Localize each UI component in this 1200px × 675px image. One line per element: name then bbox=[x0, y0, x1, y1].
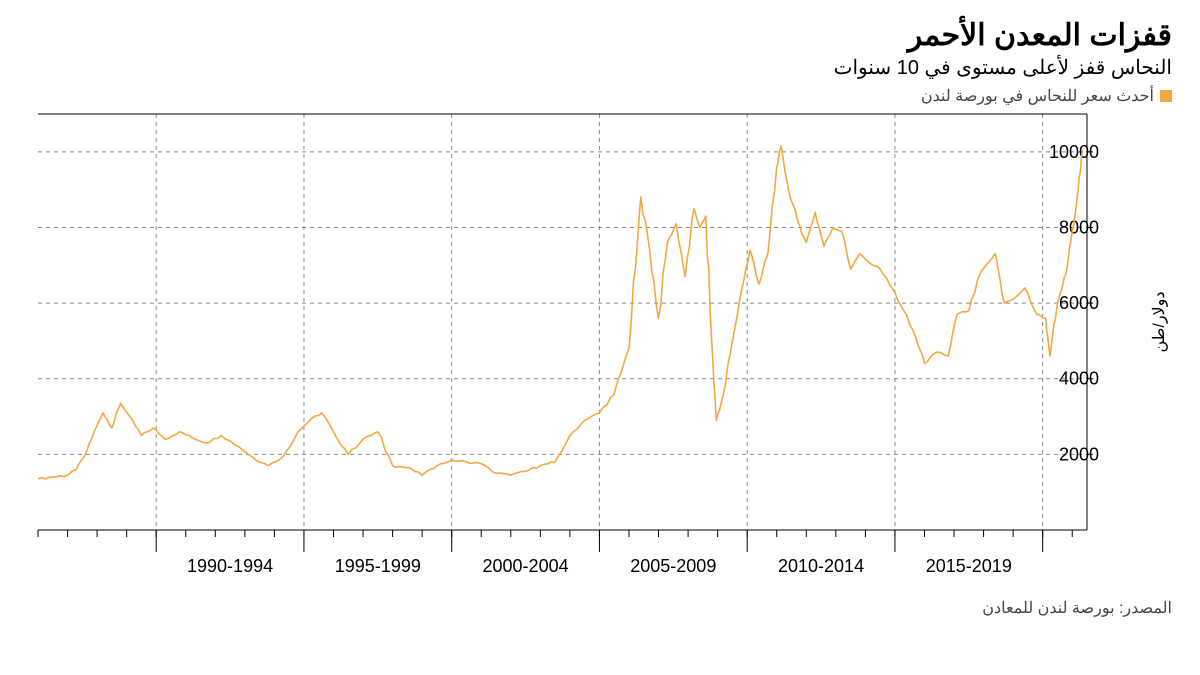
chart-legend: أحدث سعر للنحاس في بورصة لندن bbox=[28, 86, 1172, 106]
svg-text:2010-2014: 2010-2014 bbox=[778, 556, 864, 576]
svg-text:6000: 6000 bbox=[1059, 293, 1099, 313]
svg-text:1990-1994: 1990-1994 bbox=[187, 556, 273, 576]
svg-text:1995-1999: 1995-1999 bbox=[335, 556, 421, 576]
svg-text:4000: 4000 bbox=[1059, 369, 1099, 389]
legend-swatch bbox=[1160, 90, 1172, 102]
svg-text:2005-2009: 2005-2009 bbox=[630, 556, 716, 576]
svg-text:2000-2004: 2000-2004 bbox=[483, 556, 569, 576]
svg-text:8000: 8000 bbox=[1059, 217, 1099, 237]
svg-text:2015-2019: 2015-2019 bbox=[926, 556, 1012, 576]
chart-subtitle: النحاس قفز لأعلى مستوى في 10 سنوات bbox=[28, 55, 1172, 80]
line-chart: 2000 4000 6000 8000 10000 1990-1994 1995-1999 2… bbox=[28, 110, 1172, 590]
svg-text:2000: 2000 bbox=[1059, 444, 1099, 464]
chart-source: المصدر: بورصة لندن للمعادن bbox=[28, 598, 1172, 618]
chart-title: قفزات المعدن الأحمر bbox=[28, 18, 1172, 53]
svg-text:10000: 10000 bbox=[1049, 142, 1099, 162]
legend-label: أحدث سعر للنحاس في بورصة لندن bbox=[921, 86, 1154, 106]
svg-text:دولار/طن: دولار/طن bbox=[1151, 291, 1168, 352]
